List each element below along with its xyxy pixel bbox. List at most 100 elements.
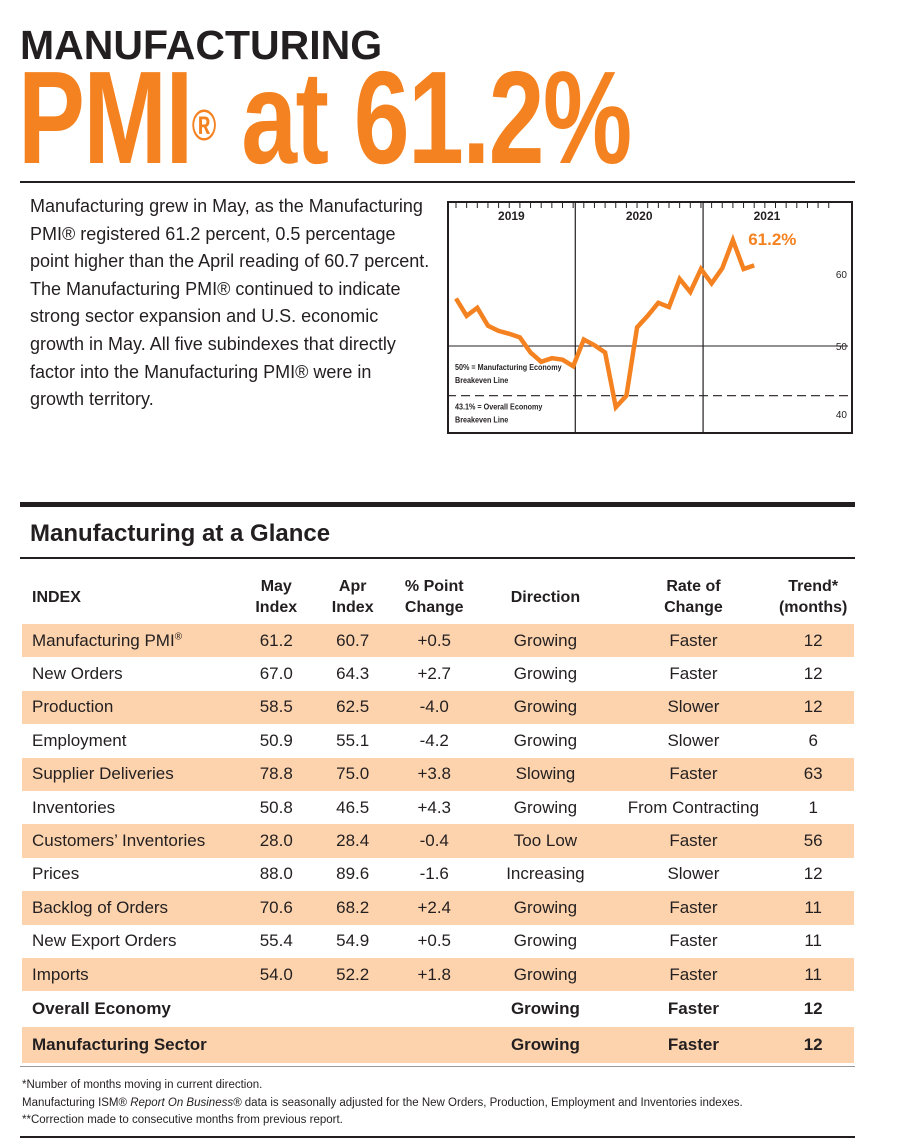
table-cell: Too Low xyxy=(476,824,615,858)
table-row: Backlog of Orders 70.6 68.2 +2.4 Growing Fast… xyxy=(22,891,854,925)
column-header-line: Apr xyxy=(338,578,367,595)
table-cell: +2.4 xyxy=(392,891,477,925)
table-cell: New Orders xyxy=(32,664,123,684)
glance-title-divider xyxy=(20,557,855,559)
table-cell: 50.8 xyxy=(259,797,293,817)
column-header: % Point Change xyxy=(392,572,476,624)
table-cell: 12 xyxy=(772,1027,854,1064)
table-cell: +0.5 xyxy=(392,624,477,658)
table-cell: Growing xyxy=(476,891,615,925)
table-cell: Faster xyxy=(614,824,773,858)
column-header-line: Direction xyxy=(510,588,581,606)
table-cell: +1.8 xyxy=(392,957,477,992)
table-cell: 12 xyxy=(803,999,823,1019)
column-header: May Index xyxy=(239,572,313,624)
table-cell: Overall Economy xyxy=(32,999,171,1019)
reference-label: 43.1% = Overall Economy xyxy=(455,402,543,411)
section-divider xyxy=(20,502,855,507)
table-cell: 63 xyxy=(772,757,854,791)
table-cell: 55.4 xyxy=(259,931,293,951)
table-cell: 55.1 xyxy=(336,730,370,750)
table-cell xyxy=(239,1027,314,1064)
table-row: Prices 88.0 89.6 -1.6 Increasing Slower 12 xyxy=(22,858,854,891)
table-cell: 70.6 xyxy=(239,891,314,925)
table-cell: 58.5 xyxy=(239,690,314,725)
table-cell: 6 xyxy=(808,730,818,750)
column-header: Direction xyxy=(476,572,614,624)
table-cell: Slower xyxy=(614,690,773,725)
headline-pmi: PMI xyxy=(18,44,193,191)
table-cell: 61.2 xyxy=(239,624,314,658)
footnote-seasonal-pre: Manufacturing ISM® xyxy=(22,1096,131,1109)
table-cell: +4.3 xyxy=(417,797,452,817)
table-row: Production 58.5 62.5 -4.0 Growing Slower 12 xyxy=(22,690,854,725)
table-cell: Growing xyxy=(513,797,578,817)
glance-title: Manufacturing at a Glance xyxy=(30,520,331,547)
top-divider xyxy=(20,181,855,183)
table-cell: Faster xyxy=(667,999,719,1019)
chart-frame xyxy=(447,201,853,434)
column-header-line: Index xyxy=(255,599,298,616)
table-cell: +0.5 xyxy=(417,931,452,951)
reference-label: Breakeven Line xyxy=(455,415,508,424)
table-cell: Imports xyxy=(22,957,240,992)
year-label: 2020 xyxy=(626,209,653,223)
table-cell: Slower xyxy=(667,864,720,884)
table-cell: 11 xyxy=(772,891,854,925)
table-cell: Inventories xyxy=(32,797,116,817)
table-row: Supplier Deliveries 78.8 75.0 +3.8 Slowing Fa… xyxy=(22,757,854,791)
table-cell xyxy=(392,1027,477,1064)
reference-label: 50% = Manufacturing Economy xyxy=(455,363,562,372)
table-cell: Faster xyxy=(669,664,718,684)
footnote-seasonal-post: data is seasonally adjusted for the New … xyxy=(241,1096,743,1109)
reference-label: Breakeven Line xyxy=(455,376,508,385)
footnote-seasonal-italic: Report On Business® xyxy=(130,1096,242,1109)
table-cell: 12 xyxy=(772,624,854,658)
table-cell: Faster xyxy=(669,931,718,951)
column-header: INDEX xyxy=(22,572,239,624)
table-cell: -1.6 xyxy=(419,864,449,884)
table-cell: 52.2 xyxy=(313,957,393,992)
table-cell: 11 xyxy=(804,931,822,951)
table-cell: Slowing xyxy=(476,757,615,791)
column-header-line: Rate of xyxy=(666,578,721,595)
table-cell: Growing xyxy=(476,1027,615,1064)
table-cell: 54.0 xyxy=(239,957,314,992)
table-cell: Prices xyxy=(32,864,80,884)
table-cell: 67.0 xyxy=(259,664,293,684)
table-cell: Faster xyxy=(614,1027,773,1064)
table-header-row: INDEX May Index Apr Index % Point Change Direct… xyxy=(22,572,854,624)
table-cell xyxy=(392,991,476,1027)
column-header-line: Change xyxy=(404,599,464,616)
table-cell: 46.5 xyxy=(336,797,370,817)
table-cell: Faster xyxy=(614,957,773,992)
column-header-line: Change xyxy=(664,599,723,616)
table-bottom-divider xyxy=(20,1066,855,1067)
table-row: New Orders 67.0 64.3 +2.7 Growing Faster 12 xyxy=(22,657,854,690)
intro-paragraph: Manufacturing grew in May, as the Manufa… xyxy=(30,196,430,410)
table-cell: 12 xyxy=(803,864,823,884)
y-tick-label: 50 xyxy=(836,342,848,353)
table-cell: 78.8 xyxy=(239,757,314,791)
pmi-line-chart: 2019 2020 2021 50% = Manufacturing Economy B… xyxy=(447,201,853,434)
table-row: Manufacturing PMI® 61.2 60.7 +0.5 Growing Fas… xyxy=(22,624,854,658)
year-label: 2021 xyxy=(754,209,781,223)
column-header-line: May xyxy=(260,578,292,595)
table-cell: Growing xyxy=(513,931,578,951)
table-row: Overall Economy Growing Faster 12 xyxy=(22,991,854,1027)
column-header-line: Index xyxy=(331,599,374,616)
table-cell: Manufacturing Sector xyxy=(22,1027,240,1064)
y-tick-label: 60 xyxy=(836,270,848,281)
table-cell xyxy=(313,1027,393,1064)
kicker-title: MANUFACTURING xyxy=(20,22,383,68)
table-row: Inventories 50.8 46.5 +4.3 Growing From Contr… xyxy=(22,791,854,824)
table-cell: 28.4 xyxy=(313,824,393,858)
column-header-line: (months) xyxy=(778,599,848,616)
table-cell: 12 xyxy=(772,690,854,725)
table-cell: Customers’ Inventories xyxy=(22,824,240,858)
table-cell: 28.0 xyxy=(239,824,314,858)
table-cell: -4.0 xyxy=(392,690,477,725)
bottom-divider xyxy=(20,1136,855,1138)
table-cell: -4.2 xyxy=(419,730,449,750)
table-cell: Slower xyxy=(667,730,720,750)
